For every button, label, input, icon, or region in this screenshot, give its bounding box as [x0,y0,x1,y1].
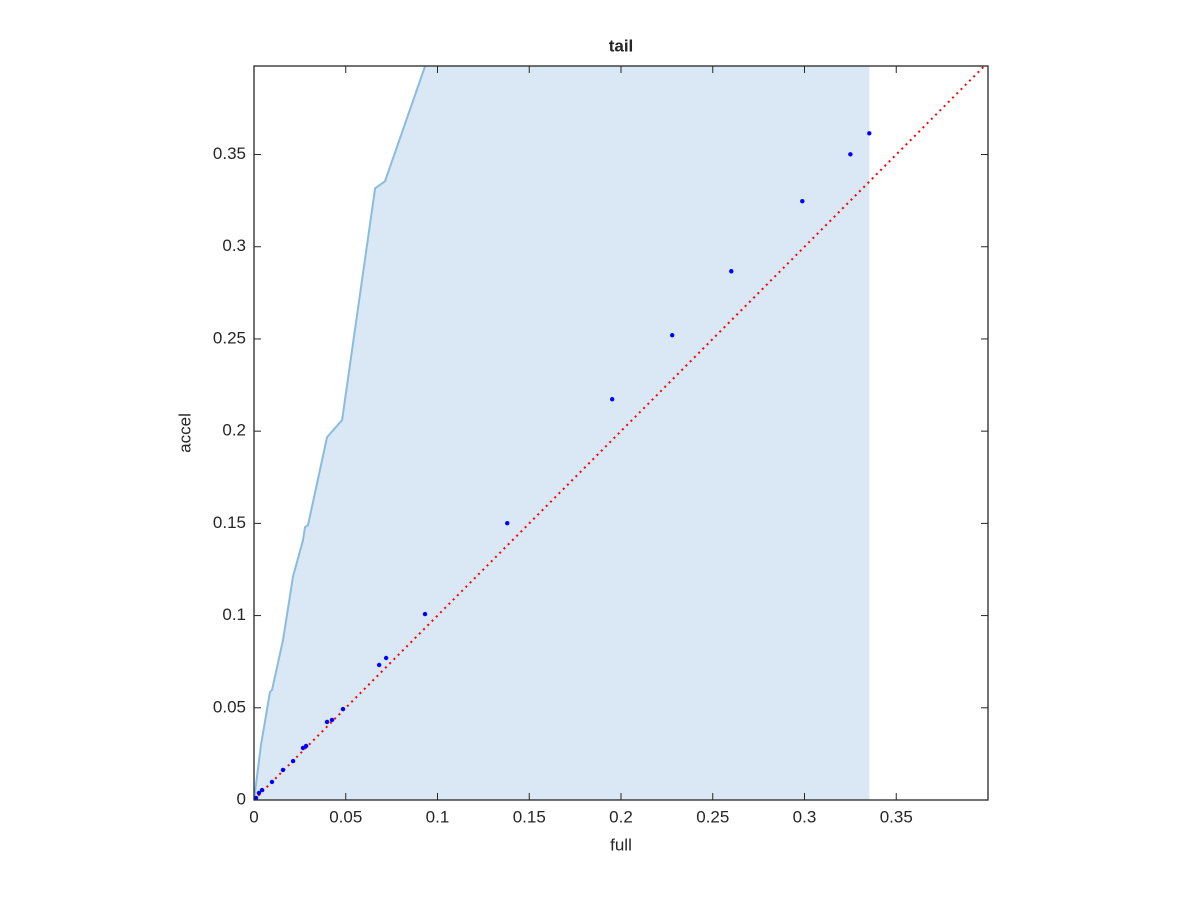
data-point [376,662,382,668]
x-tick-label: 0.35 [880,807,913,826]
data-point [800,198,805,204]
data-point [609,397,615,402]
y-axis-label: accel [175,413,194,453]
x-tick-label: 0.2 [609,807,633,826]
data-point [324,719,330,725]
y-tick-label: 0.3 [222,236,246,255]
y-tick-label: 0.35 [213,144,246,163]
data-point [383,655,389,661]
data-point [340,706,346,712]
y-tick-label: 0.25 [213,328,246,347]
y-tick-label: 0.05 [213,697,246,716]
x-tick-label: 0 [249,807,258,826]
data-point [422,611,428,617]
x-tick-label: 0.05 [329,807,362,826]
data-point [729,269,734,274]
x-tick-label: 0.15 [513,807,546,826]
data-point [669,333,675,338]
x-axis-label: full [610,835,632,854]
data-point [505,520,510,526]
data-point [269,779,275,785]
y-tick-label: 0.2 [222,421,246,440]
data-point [256,790,262,796]
data-point [848,152,853,157]
plot-area [254,66,986,800]
x-tick-label: 0.1 [426,807,450,826]
x-tick-label: 0.3 [793,807,817,826]
region-area [254,66,870,800]
chart-title: tail [609,36,634,55]
region-edge [254,66,426,800]
y-tick-label: 0.1 [222,605,246,624]
data-point [303,743,309,749]
data-point [300,745,306,751]
data-point [280,767,286,773]
data-point [329,717,335,723]
y-tick-label: 0.15 [213,513,246,532]
data-point [259,787,265,793]
y-tick-label: 0 [237,789,246,808]
data-point [290,758,296,764]
data-point [254,795,259,800]
x-tick-label: 0.25 [696,807,729,826]
data-point [867,131,872,136]
